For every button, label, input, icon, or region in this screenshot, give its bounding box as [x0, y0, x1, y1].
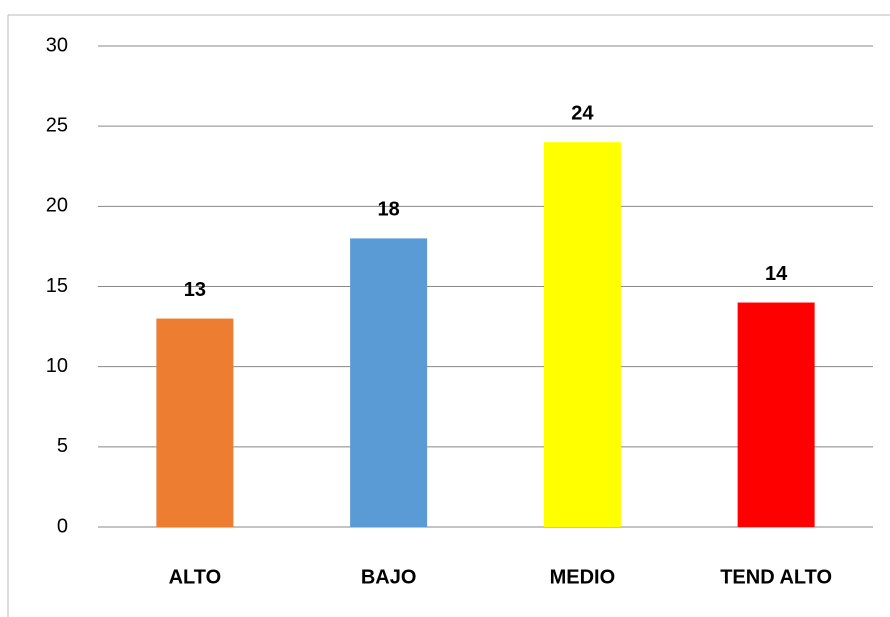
y-tick-label: 25 — [46, 114, 68, 136]
data-label: 24 — [571, 102, 594, 124]
y-tick-label: 15 — [46, 275, 68, 297]
data-label: 18 — [378, 199, 400, 221]
bar — [737, 302, 815, 527]
x-tick-label: BAJO — [361, 566, 417, 588]
bar — [543, 142, 621, 527]
y-tick-label: 20 — [46, 195, 68, 217]
x-tick-label: ALTO — [169, 566, 222, 588]
data-label: 13 — [184, 279, 206, 301]
x-tick-label: MEDIO — [550, 566, 616, 588]
y-tick-label: 10 — [46, 355, 68, 377]
y-tick-label: 0 — [57, 515, 68, 537]
bar — [156, 318, 234, 527]
data-label: 14 — [765, 263, 788, 285]
y-tick-label: 30 — [46, 34, 68, 56]
y-tick-label: 5 — [57, 435, 68, 457]
bar — [350, 238, 428, 527]
x-tick-label: TEND ALTO — [720, 566, 832, 588]
